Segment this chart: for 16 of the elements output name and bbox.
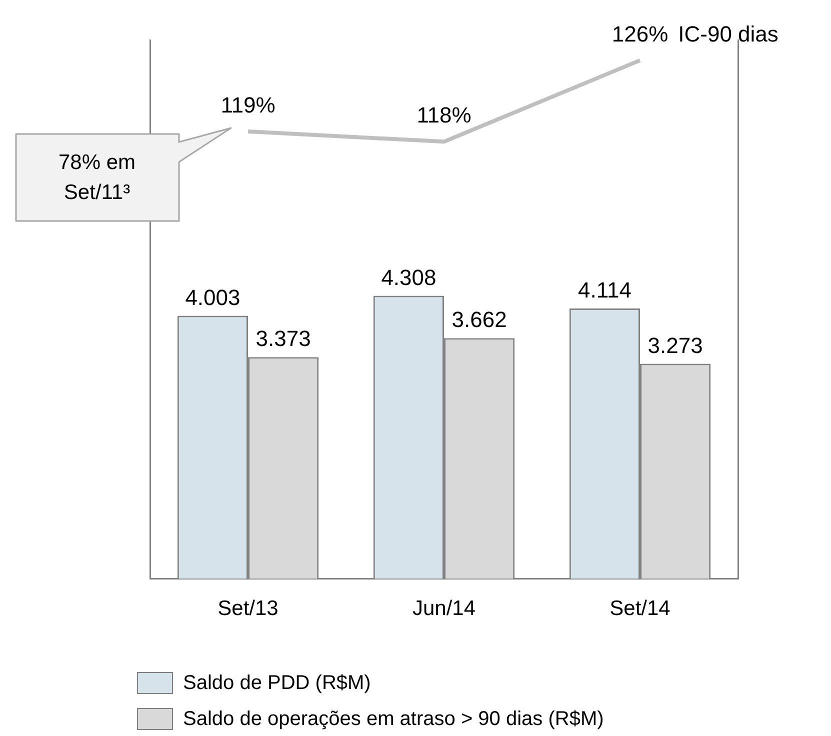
data-label: 118% bbox=[416, 102, 472, 128]
data-label: 126% bbox=[612, 21, 668, 46]
data-label: 3.662 bbox=[452, 307, 507, 332]
legend-label: Saldo de PDD (R$M) bbox=[183, 672, 371, 694]
legend-label: Saldo de operações em atraso > 90 dias (R$M) bbox=[183, 708, 604, 730]
data-label: 4.308 bbox=[381, 264, 436, 290]
data-label: 119% bbox=[220, 92, 276, 118]
data-label: 4.114 bbox=[578, 278, 632, 303]
data-label: 4.003 bbox=[185, 284, 240, 310]
x-tick-label: Set/14 bbox=[610, 597, 671, 620]
x-tick-label: Set/13 bbox=[218, 597, 278, 620]
series-label: IC-90 dias bbox=[678, 21, 778, 46]
data-label: 3.373 bbox=[256, 326, 311, 352]
x-tick-label: Jun/14 bbox=[412, 597, 476, 620]
data-label: 3.273 bbox=[648, 332, 703, 358]
text: 78% em Set/11³ bbox=[57, 150, 137, 206]
